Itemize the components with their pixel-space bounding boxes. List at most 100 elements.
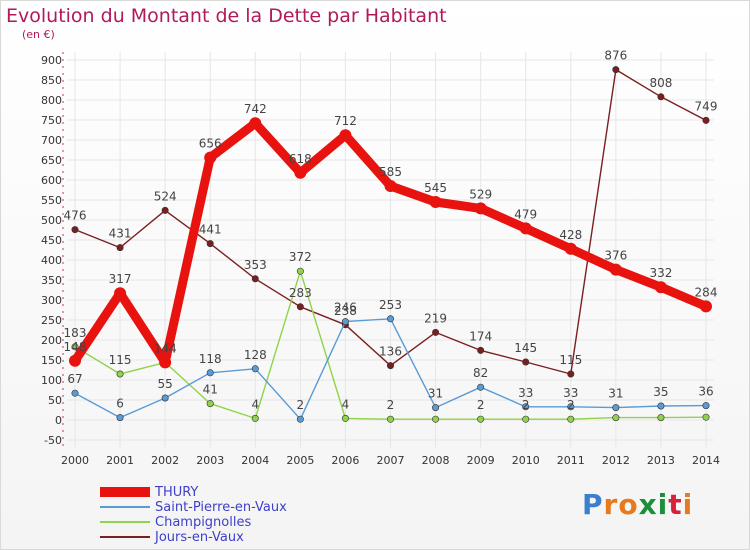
y-tick-label: 350	[41, 274, 62, 287]
x-tick-label: 2014	[692, 454, 720, 467]
data-point	[477, 346, 485, 354]
data-label: 4	[251, 397, 259, 411]
legend-swatch	[100, 487, 150, 497]
data-point	[251, 414, 259, 422]
x-tick-label: 2006	[331, 454, 359, 467]
data-label: 2	[477, 398, 485, 412]
data-label: 246	[334, 301, 357, 315]
logo-letter: t	[668, 488, 683, 521]
y-tick-label: 300	[41, 294, 62, 307]
x-tick-label: 2007	[377, 454, 405, 467]
data-label: 332	[649, 266, 672, 280]
data-point	[71, 389, 79, 397]
data-label: 35	[653, 385, 668, 399]
data-label: 41	[203, 383, 218, 397]
x-tick-label: 2009	[467, 454, 495, 467]
data-label: 876	[604, 49, 627, 63]
data-label: 656	[199, 137, 222, 151]
data-point	[477, 415, 485, 423]
data-label: 524	[154, 189, 177, 203]
legend-swatch	[100, 536, 150, 538]
data-point	[609, 263, 622, 276]
data-label: 742	[244, 102, 267, 116]
data-point	[386, 315, 394, 323]
y-tick-label: 800	[41, 94, 62, 107]
x-tick-label: 2013	[647, 454, 675, 467]
data-label: 317	[109, 272, 132, 286]
x-tick-label: 2012	[602, 454, 630, 467]
logo-letter: x	[638, 488, 658, 521]
legend-item: Jours-en-Vaux	[100, 530, 340, 545]
data-label: 283	[289, 286, 312, 300]
data-label: 529	[469, 187, 492, 201]
data-label: 148	[64, 340, 87, 354]
x-tick-label: 2010	[512, 454, 540, 467]
data-point	[339, 129, 352, 142]
data-label: 618	[289, 152, 312, 166]
data-label: 372	[289, 250, 312, 264]
data-point	[206, 240, 214, 248]
legend-label: Jours-en-Vaux	[155, 530, 244, 545]
y-tick-label: 600	[41, 174, 62, 187]
data-label: 33	[563, 386, 578, 400]
data-label: 174	[469, 329, 492, 343]
y-tick-label: 50	[48, 394, 62, 407]
data-label: 749	[695, 99, 718, 113]
data-label: 67	[67, 372, 82, 386]
data-label: 2	[297, 398, 305, 412]
data-point	[69, 354, 81, 367]
data-point	[251, 275, 259, 283]
data-label: 4	[342, 397, 350, 411]
data-label: 585	[379, 165, 402, 179]
data-point	[519, 222, 532, 235]
data-point	[114, 287, 127, 300]
data-point	[700, 300, 712, 313]
data-label: 145	[514, 341, 537, 355]
data-point	[206, 400, 214, 408]
data-label: 2	[387, 398, 395, 412]
legend-item: Champignolles	[100, 515, 340, 530]
data-label: 82	[473, 366, 488, 380]
x-tick-label: 2000	[61, 454, 89, 467]
data-point	[702, 116, 710, 124]
data-point	[432, 328, 440, 336]
data-label: 33	[518, 386, 533, 400]
x-tick-label: 2011	[557, 454, 585, 467]
legend-label: Saint-Pierre-en-Vaux	[155, 500, 287, 515]
data-point	[612, 404, 620, 412]
data-point	[477, 383, 485, 391]
y-tick-label: 850	[41, 74, 62, 87]
data-point	[522, 415, 530, 423]
y-tick-label: 150	[41, 354, 62, 367]
data-label: 428	[559, 228, 582, 242]
data-point	[159, 356, 172, 369]
data-label: 253	[379, 298, 402, 312]
data-label: 31	[608, 387, 623, 401]
logo-letter: i	[657, 488, 669, 521]
data-label: 115	[559, 353, 582, 367]
data-point	[341, 414, 349, 422]
data-label: 115	[109, 353, 132, 367]
data-point	[432, 404, 440, 412]
legend-item: Saint-Pierre-en-Vaux	[100, 500, 340, 515]
y-tick-label: 0	[55, 414, 62, 427]
x-tick-label: 2003	[196, 454, 224, 467]
legend-swatch	[100, 521, 150, 523]
logo-letter: i	[682, 488, 694, 521]
data-label: 238	[334, 304, 357, 318]
data-label: 2	[522, 398, 530, 412]
chart-subtitle: (en €)	[22, 28, 55, 41]
data-point	[386, 362, 394, 370]
data-point	[567, 403, 575, 411]
data-point	[522, 403, 530, 411]
legend-item: THURY	[100, 485, 340, 500]
y-tick-label: 550	[41, 194, 62, 207]
data-label: 712	[334, 114, 357, 128]
data-point	[702, 402, 710, 410]
data-label: 144	[154, 341, 177, 355]
y-tick-label: 200	[41, 334, 62, 347]
y-tick-label: 100	[41, 374, 62, 387]
x-tick-label: 2005	[286, 454, 314, 467]
data-label: 431	[109, 227, 132, 241]
data-point	[161, 206, 169, 214]
